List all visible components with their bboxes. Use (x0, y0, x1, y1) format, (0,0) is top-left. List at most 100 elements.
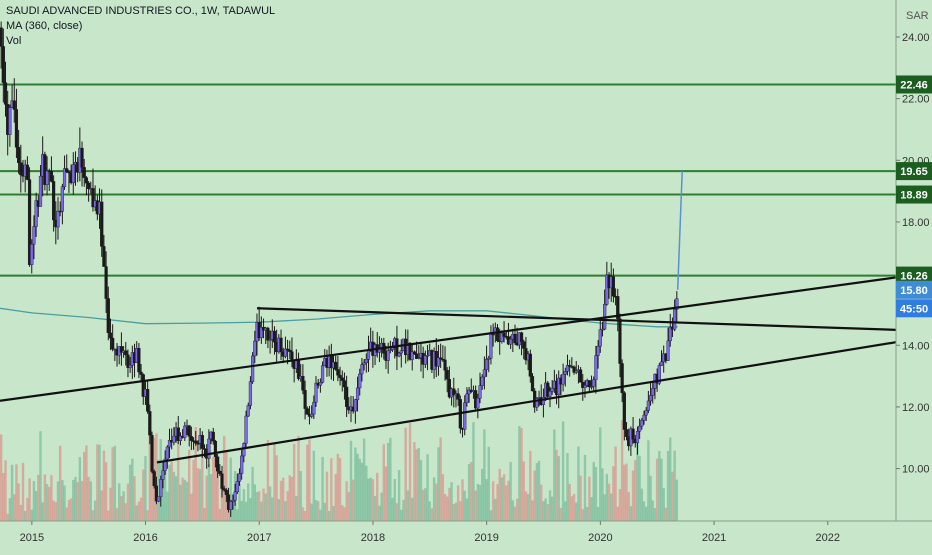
volume-bar (87, 476, 90, 521)
candle-body (657, 365, 661, 384)
candle-body (412, 351, 417, 355)
volume-bar (96, 444, 99, 521)
volume-bar (386, 442, 390, 521)
volume-bar (236, 509, 239, 521)
candle-body (240, 455, 244, 474)
volume-bar (454, 502, 458, 521)
candle-body (150, 434, 154, 472)
trendline[interactable] (256, 307, 897, 331)
candle-body (283, 348, 288, 357)
candle-body (163, 458, 167, 471)
volume-bar (310, 503, 313, 521)
volume-bar (380, 492, 383, 521)
volume-bar (415, 449, 418, 521)
candle-body (578, 369, 583, 383)
volume-bar (540, 484, 543, 521)
volume-bar (655, 458, 659, 521)
volume-bar (518, 426, 521, 521)
candle-body (557, 377, 561, 396)
candle-body (194, 440, 198, 444)
candle-body (456, 393, 460, 400)
volume-bar (546, 504, 549, 521)
volume-bar (605, 473, 609, 521)
volume-bar (284, 501, 287, 521)
volume-bar (564, 501, 567, 521)
candle-body (211, 431, 215, 442)
volume-bar (634, 459, 637, 521)
candle-body (8, 107, 12, 135)
x-tick-label: 2022 (816, 532, 840, 544)
legend-ma: MA (360, close) (6, 20, 83, 32)
volume-bar (78, 457, 82, 521)
volume-bar (391, 497, 394, 521)
volume-bar (671, 471, 674, 521)
volume-bar (39, 431, 42, 521)
volume-bar (91, 510, 95, 521)
candle-body (631, 428, 635, 440)
volume-bar (537, 460, 541, 521)
volume-bar (393, 478, 396, 521)
candle-body (67, 171, 71, 174)
volume-bar (550, 496, 554, 521)
candle-body (104, 266, 108, 299)
candle-body (102, 246, 106, 267)
candle-body (233, 491, 237, 501)
volume-bar (616, 506, 619, 521)
volume-bar (522, 461, 525, 521)
volume-bar (170, 461, 173, 521)
candle-body (480, 376, 484, 386)
candle-body (312, 401, 316, 415)
candle-body (246, 405, 250, 417)
volume-bar (669, 437, 672, 521)
candle-body (288, 349, 292, 352)
volume-bar (542, 501, 545, 521)
volume-bar (373, 495, 377, 521)
candle-body (111, 337, 115, 350)
candle-body (218, 470, 222, 474)
volume-bar (63, 485, 66, 521)
volume-bar (649, 475, 652, 521)
volume-bar (336, 453, 340, 521)
candle-body (583, 385, 587, 388)
volume-bar (607, 483, 611, 521)
volume-bar (124, 503, 127, 521)
candle-body (441, 358, 445, 361)
volume-bar (675, 479, 679, 521)
volume-bar (592, 462, 595, 521)
volume-bar (463, 490, 466, 521)
volume-bar (244, 501, 248, 521)
volume-bar (2, 473, 5, 521)
candle-body (675, 298, 679, 310)
volume-bar (531, 500, 534, 521)
candle-body (502, 332, 506, 337)
volume-bar (299, 471, 302, 521)
volume-bar (142, 469, 145, 521)
trendline[interactable] (0, 276, 897, 402)
candle-body (386, 350, 390, 361)
candle-body (399, 350, 403, 354)
volume-bar (74, 476, 77, 521)
volume-bar (502, 474, 506, 521)
volume-bar (472, 422, 475, 521)
current-price-label: 15.80 (900, 285, 928, 297)
volume-bar (544, 498, 547, 521)
candle-body (80, 147, 84, 168)
volume-bar (465, 498, 469, 521)
chart-legend: SAUDI ADVANCED INDUSTRIES CO., 1W, TADAW… (6, 4, 275, 49)
volume-bar (459, 501, 462, 521)
volume-bar (131, 458, 134, 521)
candle-body (673, 309, 677, 330)
volume-bar (76, 482, 79, 521)
volume-bar (494, 498, 497, 521)
projection-line[interactable] (676, 171, 683, 290)
candle-body (242, 443, 246, 457)
trendline[interactable] (156, 341, 897, 464)
countdown-label-bg (896, 299, 932, 318)
candle-body (231, 499, 235, 502)
volume-bar (345, 481, 348, 521)
volume-bar (439, 437, 442, 521)
candle-body (165, 446, 169, 460)
volume-bar (354, 447, 357, 521)
x-tick-label: 2021 (702, 532, 726, 544)
